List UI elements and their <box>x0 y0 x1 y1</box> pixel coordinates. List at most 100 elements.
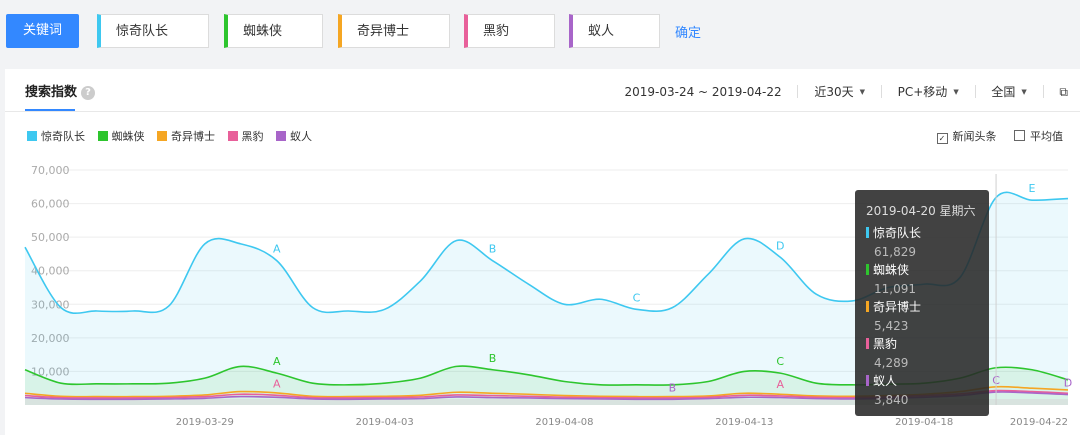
chart-tooltip: 2019-04-20 星期六 惊奇队长 61,829 蜘蛛侠 11,091 奇异… <box>855 190 989 416</box>
region-value: 全国 <box>991 85 1016 99</box>
tab-search-index[interactable]: 搜索指数? <box>25 81 96 100</box>
annotation-marker: C <box>633 291 641 304</box>
y-tick-label: 30,000 <box>31 298 70 311</box>
average-checkbox[interactable]: 平均值 <box>1014 130 1063 143</box>
tooltip-row: 惊奇队长 61,829 <box>866 222 921 259</box>
y-tick-label: 20,000 <box>31 332 70 345</box>
legend-swatch <box>157 131 167 141</box>
device-select[interactable]: PC+移动 ▼ <box>898 85 959 99</box>
tooltip-row: 黑豹 4,289 <box>866 333 908 370</box>
checkbox-checked-icon: ✓ <box>936 133 948 144</box>
tooltip-swatch <box>866 227 869 238</box>
keyword-button[interactable]: 关键词 <box>6 14 79 48</box>
annotation-marker: A <box>273 377 281 390</box>
caret-down-icon: ▼ <box>859 88 865 96</box>
annotation-marker: D <box>776 239 784 252</box>
legend-label: 奇异博士 <box>171 130 215 143</box>
x-tick-label: 2019-03-29 <box>176 417 234 428</box>
annotation-marker: E <box>1029 182 1036 195</box>
separator <box>797 85 799 98</box>
x-tick-label: 2019-04-03 <box>356 417 414 428</box>
tooltip-swatch <box>866 301 869 312</box>
keyword-input-4[interactable]: 黑豹 <box>464 14 555 48</box>
annotation-marker: A <box>273 355 281 368</box>
caret-down-icon: ▼ <box>1021 88 1027 96</box>
legend-item[interactable]: 蚁人 <box>276 128 312 144</box>
filter-bar: 2019-03-24 ~ 2019-04-22 近30天 ▼ PC+移动 ▼ 全国 ▼… <box>624 83 1068 100</box>
tooltip-swatch <box>866 338 869 349</box>
legend-swatch <box>276 131 286 141</box>
tooltip-value: 3,840 <box>874 393 909 407</box>
period-value: 近30天 <box>814 85 854 99</box>
legend-swatch <box>27 131 37 141</box>
external-link-icon[interactable]: ⧉ <box>1059 85 1068 99</box>
region-select[interactable]: 全国 ▼ <box>991 85 1026 99</box>
confirm-link[interactable]: 确定 <box>675 26 702 41</box>
keyword-input-3[interactable]: 奇异博士 <box>338 14 450 48</box>
tooltip-row: 奇异博士 5,423 <box>866 296 921 333</box>
tooltip-swatch <box>866 375 869 386</box>
y-tick-label: 50,000 <box>31 231 70 244</box>
legend-item[interactable]: 奇异博士 <box>157 128 215 144</box>
tooltip-row: 蜘蛛侠 11,091 <box>866 259 916 296</box>
tab-label: 搜索指数 <box>25 85 78 100</box>
divider <box>5 111 1080 112</box>
y-tick-label: 60,000 <box>31 198 70 211</box>
tooltip-series-name: 蜘蛛侠 <box>873 263 910 277</box>
keyword-input-2[interactable]: 蜘蛛侠 <box>224 14 323 48</box>
separator <box>880 85 882 98</box>
news-checkbox[interactable]: ✓ 新闻头条 <box>936 130 997 144</box>
y-tick-label: 10,000 <box>31 365 70 378</box>
annotation-marker: B <box>489 352 497 365</box>
legend-label: 黑豹 <box>241 130 264 143</box>
annotation-marker: B <box>489 243 497 256</box>
separator <box>1042 85 1044 98</box>
y-tick-label: 40,000 <box>31 265 70 278</box>
tooltip-value: 4,289 <box>874 356 909 370</box>
help-icon[interactable]: ? <box>81 86 96 100</box>
separator <box>974 85 976 98</box>
keyword-input-5[interactable]: 蚁人 <box>569 14 660 48</box>
keyword-input-1[interactable]: 惊奇队长 <box>97 14 209 48</box>
x-tick-label: 2019-04-08 <box>535 417 593 428</box>
chart-legend: 惊奇队长 蜘蛛侠 奇异博士 黑豹 蚁人 <box>27 128 321 144</box>
tooltip-series-name: 黑豹 <box>873 337 898 351</box>
baseline-band <box>25 399 1068 405</box>
series-area-1 <box>25 192 1068 405</box>
date-range[interactable]: 2019-03-24 ~ 2019-04-22 <box>624 85 782 99</box>
annotation-marker: C <box>776 355 784 368</box>
average-label: 平均值 <box>1030 130 1063 143</box>
tooltip-series-name: 蚁人 <box>873 374 898 388</box>
tooltip-value: 61,829 <box>874 245 916 259</box>
caret-down-icon: ▼ <box>953 88 959 96</box>
x-tick-label: 2019-04-22 <box>1010 417 1068 428</box>
tooltip-value: 5,423 <box>874 319 909 333</box>
legend-label: 蜘蛛侠 <box>111 130 145 143</box>
legend-item[interactable]: 黑豹 <box>227 128 264 144</box>
legend-item[interactable]: 惊奇队长 <box>27 128 85 144</box>
tab-underline <box>25 109 75 111</box>
legend-item[interactable]: 蜘蛛侠 <box>97 128 145 144</box>
period-select[interactable]: 近30天 ▼ <box>814 85 865 99</box>
news-label: 新闻头条 <box>952 130 997 143</box>
tooltip-series-name: 惊奇队长 <box>873 226 922 240</box>
legend-label: 蚁人 <box>290 130 312 143</box>
tooltip-value: 11,091 <box>874 282 916 296</box>
y-tick-label: 70,000 <box>31 164 70 177</box>
tooltip-date: 2019-04-20 星期六 <box>866 204 976 218</box>
annotation-marker: A <box>273 243 281 256</box>
annotation-marker: D <box>1064 377 1072 390</box>
device-value: PC+移动 <box>897 85 948 99</box>
tooltip-series-name: 奇异博士 <box>873 300 922 314</box>
tooltip-row: 蚁人 3,840 <box>866 370 908 407</box>
x-tick-label: 2019-04-18 <box>895 417 953 428</box>
legend-swatch <box>97 131 108 141</box>
legend-swatch <box>227 131 238 141</box>
annotation-marker: B <box>669 381 677 394</box>
chart-options: ✓ 新闻头条 平均值 <box>936 128 1063 144</box>
x-tick-label: 2019-04-13 <box>715 417 773 428</box>
legend-label: 惊奇队长 <box>41 130 85 143</box>
checkbox-icon <box>1014 130 1025 141</box>
annotation-marker: A <box>777 378 785 391</box>
